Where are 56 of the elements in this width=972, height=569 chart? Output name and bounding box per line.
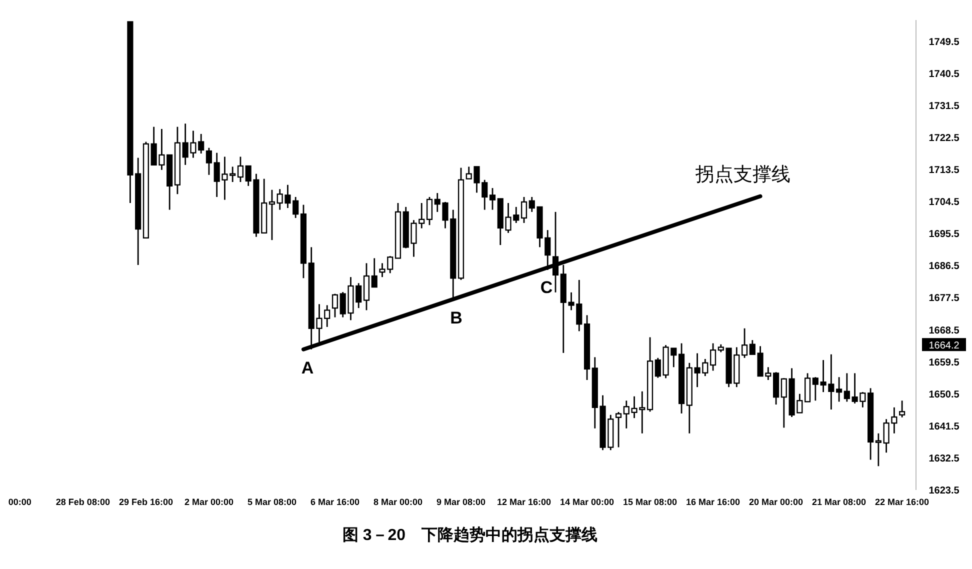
- candlestick: [844, 372, 850, 402]
- x-tick-label: 12 Mar 16:00: [496, 497, 552, 507]
- candlestick: [710, 342, 716, 372]
- candlestick: [899, 400, 906, 418]
- y-tick-label: 1641.5: [928, 421, 960, 432]
- candlestick: [742, 328, 748, 359]
- candlestick: [206, 147, 212, 176]
- y-tick-label: 1740.5: [928, 68, 960, 80]
- y-tick-label: 1713.5: [928, 165, 960, 176]
- x-tick-label: 15 Mar 08:00: [623, 497, 678, 507]
- y-tick-label: 1731.5: [928, 100, 960, 112]
- text: 图 3－20 下降趋势中的拐点支撑线: [342, 526, 598, 544]
- candlestick: [489, 187, 496, 210]
- x-tick-label: 14 Mar 00:00: [560, 497, 614, 507]
- y-tick-label: 1650.5: [928, 389, 960, 400]
- candlestick: [875, 432, 882, 467]
- y-tick-label: 1695.5: [928, 229, 960, 240]
- x-tick-label: 20 Mar 00:00: [749, 497, 804, 507]
- candlestick: [268, 189, 276, 241]
- x-tick-label: 22 Mar 16:00: [875, 497, 930, 507]
- candlestick: [812, 376, 818, 402]
- candlestick: [615, 411, 622, 448]
- candlestick: [804, 372, 811, 402]
- annotation: A: [301, 358, 314, 378]
- x-tick-label: 28 Feb 08:00: [56, 497, 110, 507]
- candlestick: [773, 371, 780, 406]
- y-tick-label: 1749.5: [928, 36, 960, 48]
- x-tick-label: 21 Mar 08:00: [812, 497, 866, 507]
- candlestick: [836, 376, 842, 402]
- candlestick: [520, 196, 528, 224]
- x-tick-label: 6 Mar 16:00: [310, 497, 360, 507]
- x-tick-label: 5 Mar 08:00: [247, 497, 296, 507]
- x-tick-label: 00:00: [8, 497, 32, 507]
- candlestick: [371, 258, 378, 288]
- candlestick: [426, 196, 433, 226]
- candlestick: [780, 377, 787, 428]
- y-tick-label: 1623.5: [928, 486, 960, 496]
- annotation: B: [450, 308, 462, 328]
- x-tick-label: 16 Mar 16:00: [686, 497, 740, 507]
- y-tick-label: 1677.5: [928, 293, 960, 304]
- y-tick-label: 1686.5: [928, 261, 960, 272]
- x-tick-label: 29 Feb 16:00: [118, 497, 173, 507]
- annotation: C: [540, 278, 553, 298]
- x-tick-label: 2 Mar 00:00: [184, 497, 234, 507]
- y-tick-label: 1722.5: [928, 133, 960, 144]
- y-tick-label: 1632.5: [928, 453, 960, 464]
- x-tick-label: 9 Mar 08:00: [436, 497, 486, 507]
- candlestick: [749, 339, 756, 356]
- y-tick-label: 1664.2: [928, 340, 960, 352]
- y-tick-label: 1668.5: [928, 325, 960, 336]
- candlestick: [332, 293, 338, 318]
- candlestick: [237, 156, 244, 183]
- y-tick-label: 1659.5: [928, 357, 960, 368]
- y-tick-label: 1704.5: [928, 197, 960, 208]
- series-label: 拐点支撑线: [694, 164, 790, 186]
- x-tick-label: 8 Mar 00:00: [373, 497, 423, 507]
